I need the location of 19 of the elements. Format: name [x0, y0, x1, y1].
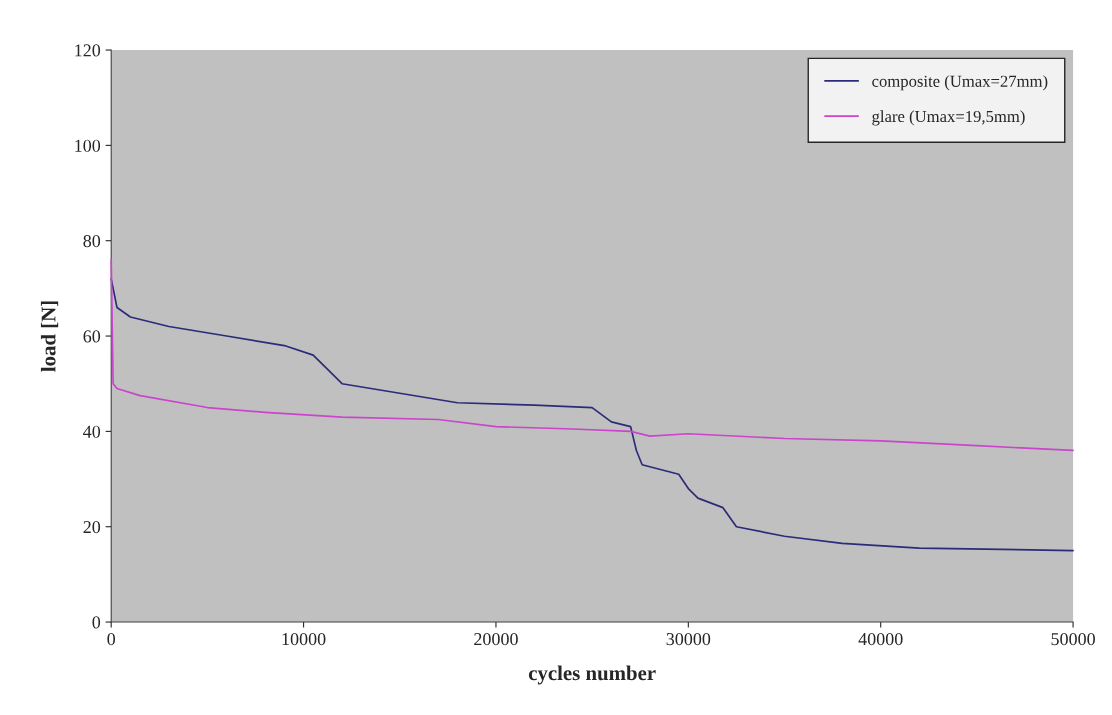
line-series — [110, 278, 1074, 552]
x-tick-label: 10000 — [282, 632, 326, 646]
x-tick-label: 40000 — [858, 632, 903, 646]
x-tick-label: 0 — [107, 632, 116, 646]
x-axis-title: cycles number — [528, 665, 656, 685]
x-tick-label: 50000 — [1051, 632, 1095, 646]
x-tick-label: 20000 — [474, 632, 518, 646]
y-axis-title: load [N] — [40, 301, 59, 372]
x-tick-label: 30000 — [666, 632, 711, 646]
y-tick-label: 120 — [75, 44, 101, 57]
y-tick-label: 20 — [83, 520, 101, 534]
y-tick-label: 60 — [83, 330, 101, 343]
y-tick-label: 40 — [83, 425, 101, 438]
line-series — [110, 258, 1074, 452]
y-tick-label: 80 — [83, 234, 101, 248]
y-tick-label: 100 — [75, 139, 101, 152]
legend-label: glare (Umax=19,5mm) — [872, 110, 1025, 126]
legend-label: composite (Umax=27mm) — [872, 75, 1048, 91]
y-tick-label: 0 — [92, 616, 101, 629]
